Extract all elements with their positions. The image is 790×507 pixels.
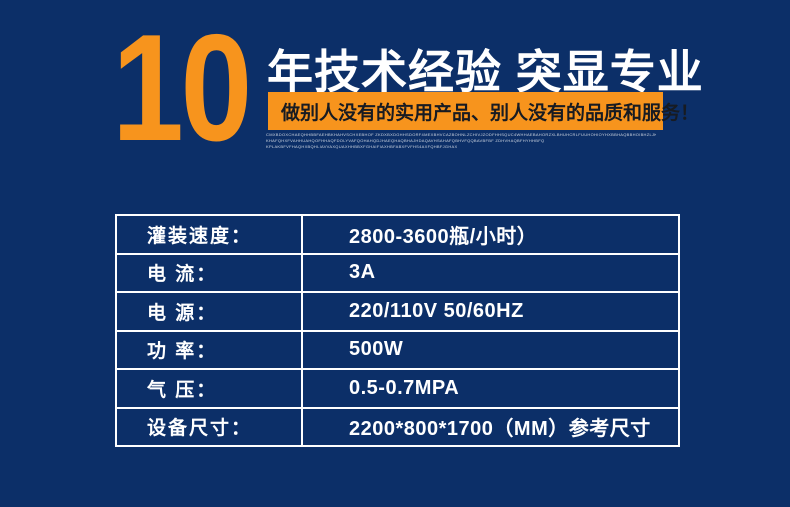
spec-label: 气 压： — [117, 370, 303, 407]
spec-value: 0.5-0.7MPA — [349, 376, 460, 399]
fineprint-block: CMXBDOXCHAEQHHBBFAEHBKHAHVSCHXEBHOF ZKDX… — [266, 132, 666, 150]
table-row-filling-speed: 灌装速度： 2800-3600瓶/小时） — [117, 216, 678, 253]
promo-banner-text: 做别人没有的实用产品、别人没有的品质和服务！ — [281, 102, 700, 124]
years-number: 10 — [112, 3, 252, 173]
table-row-power-supply: 电 源： 220/110V 50/60HZ — [117, 291, 678, 330]
fineprint-line: CMXBDOXCHAEQHHBBFAEHBKHAHVSCHXEBHOF ZKDX… — [266, 132, 656, 137]
spec-label: 电 流： — [117, 254, 303, 291]
spec-value: 500W — [349, 338, 404, 361]
table-row-air-pressure: 气 压： 0.5-0.7MPA — [117, 368, 678, 407]
spec-value: 3A — [349, 261, 376, 284]
spec-label: 灌装速度： — [117, 216, 303, 253]
headline-title: 年技术经验 突显专业 — [267, 46, 704, 98]
spec-label: 电 源： — [117, 293, 303, 330]
table-row-dimensions: 设备尺寸： 2200*800*1700（MM）参考尺寸 — [117, 406, 678, 445]
spec-label: 设备尺寸： — [117, 408, 303, 445]
spec-value: 2800-3600瓶/小时） — [349, 225, 538, 248]
table-row-current: 电 流： 3A — [117, 252, 678, 291]
fineprint-line: KPLAKBFVFHAQHXBQHLIAVVAXQUAXHHBBXFGHAIFI… — [266, 144, 457, 149]
promo-banner: 做别人没有的实用产品、别人没有的品质和服务！ — [268, 92, 699, 130]
spec-value: 220/110V 50/60HZ — [349, 299, 524, 322]
fineprint-line: KHAFQHXFVAHHUAHQOFHHAQFDOLYVAFQOHAHQDJHA… — [266, 138, 544, 143]
table-row-power: 功 率： 500W — [117, 329, 678, 368]
spec-value: 2200*800*1700（MM）参考尺寸 — [349, 418, 651, 441]
spec-table: 灌装速度： 2800-3600瓶/小时） 电 流： 3A 电 源： 220/11… — [115, 214, 680, 447]
spec-label: 功 率： — [117, 331, 303, 368]
